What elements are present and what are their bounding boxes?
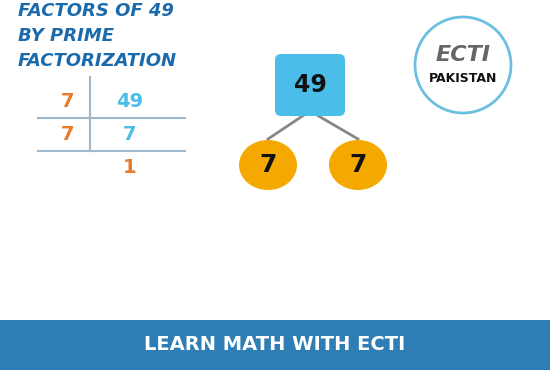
Text: 7: 7 [123, 125, 137, 144]
Text: 7: 7 [259, 153, 277, 177]
Text: ECTI: ECTI [436, 45, 491, 65]
Circle shape [415, 17, 511, 113]
Text: LEARN MATH WITH ECTI: LEARN MATH WITH ECTI [144, 336, 406, 354]
Text: FACTORS OF 49: FACTORS OF 49 [18, 2, 174, 20]
Bar [0, 320, 550, 370]
FancyBboxPatch shape [275, 54, 345, 116]
Ellipse shape [329, 140, 387, 190]
Text: PAKISTAN: PAKISTAN [429, 71, 497, 84]
Text: 49: 49 [294, 73, 327, 97]
Ellipse shape [239, 140, 297, 190]
Text: 7: 7 [61, 92, 75, 111]
Text: BY PRIME: BY PRIME [18, 27, 114, 45]
Text: FACTORIZATION: FACTORIZATION [18, 52, 177, 70]
Text: 1: 1 [123, 158, 137, 177]
Text: 49: 49 [117, 92, 144, 111]
Text: 7: 7 [349, 153, 367, 177]
Text: 7: 7 [61, 125, 75, 144]
